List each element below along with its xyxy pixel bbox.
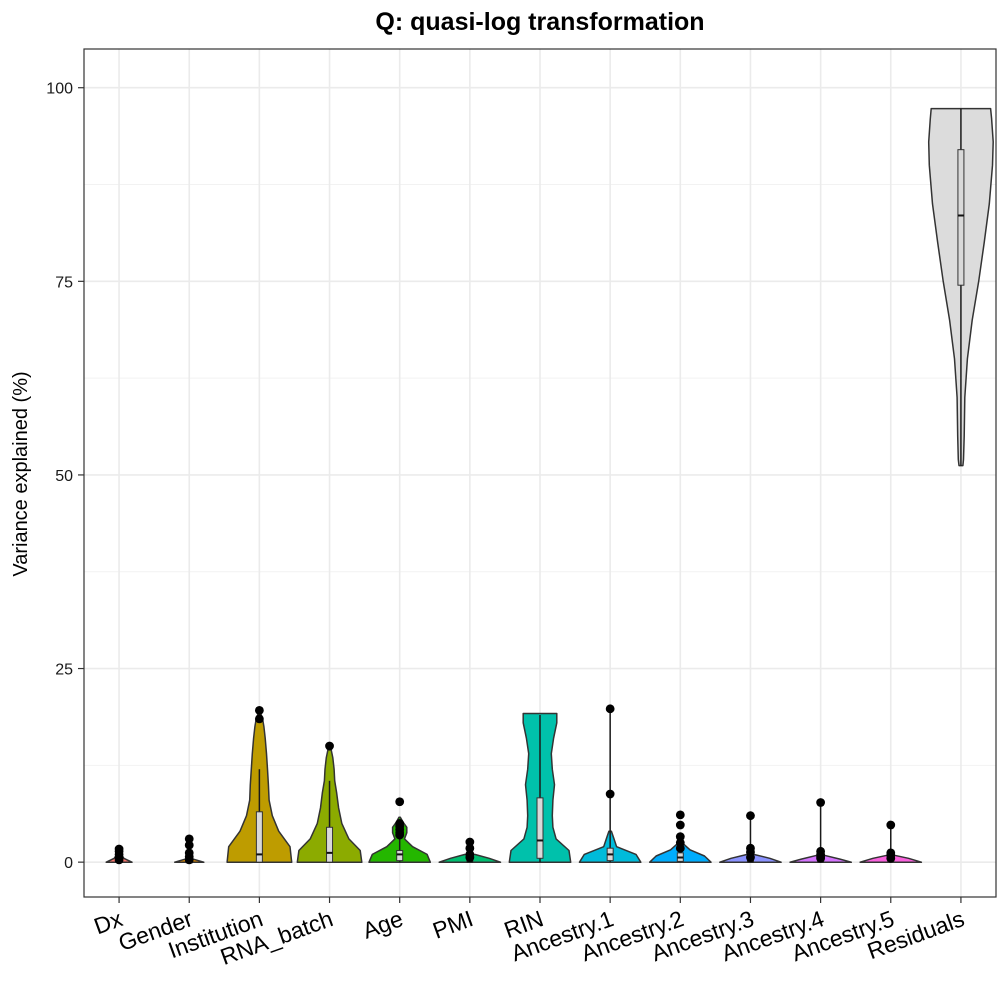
violin-group-dx	[105, 844, 133, 865]
outlier-point	[675, 832, 685, 841]
outlier-point	[816, 853, 826, 863]
violin-group-age	[368, 797, 432, 863]
outlier-point	[746, 853, 755, 862]
outlier-point	[184, 840, 194, 850]
chart-title: Q: quasi-log transformation	[375, 8, 704, 36]
iqr-box	[957, 149, 965, 286]
outlier-point	[465, 843, 475, 853]
outlier-point	[325, 741, 334, 751]
outlier-point	[605, 789, 615, 799]
outlier-point	[675, 843, 685, 853]
x-tick-label: PMI	[429, 905, 476, 943]
outlier-point	[886, 853, 896, 863]
violin-group-rna-batch	[296, 741, 363, 863]
violins	[105, 107, 994, 865]
violin-group-rin	[508, 712, 572, 863]
y-tick-label: 0	[64, 855, 73, 872]
violin-group-ancestry-5	[859, 820, 923, 863]
iqr-box	[326, 826, 334, 863]
outlier-point	[746, 811, 755, 821]
violin-group-ancestry-4	[789, 798, 853, 863]
y-axis: 0 25 50 75 100	[46, 81, 84, 872]
iqr-box	[536, 797, 544, 859]
violin-group-gender	[173, 834, 205, 865]
x-tick-label: Age	[359, 905, 406, 943]
y-axis-label: Variance explained (%)	[10, 371, 32, 576]
outlier-point	[605, 704, 615, 714]
outlier-point	[675, 810, 685, 820]
violin-group-institution	[226, 705, 293, 863]
outlier-point	[816, 798, 826, 807]
outlier-point	[114, 855, 124, 865]
violin-group-pmi	[438, 837, 502, 863]
y-tick-label: 50	[55, 468, 73, 485]
outlier-point	[395, 830, 405, 840]
outlier-point	[184, 834, 194, 844]
outlier-point	[886, 820, 896, 830]
y-tick-label: 25	[55, 662, 73, 679]
outlier-point	[184, 855, 194, 865]
outlier-point	[465, 853, 475, 862]
iqr-box	[255, 811, 263, 863]
outlier-point	[254, 705, 264, 715]
iqr-box	[396, 850, 404, 862]
violin-group-residuals	[927, 107, 994, 467]
outlier-point	[465, 837, 475, 847]
outlier-point	[395, 797, 405, 807]
outlier-point	[675, 820, 685, 830]
violin-group-ancestry-1	[578, 704, 642, 863]
violin-group-ancestry-2	[648, 810, 712, 863]
y-tick-label: 100	[46, 81, 73, 98]
violin-group-ancestry-3	[719, 811, 782, 863]
outlier-point	[254, 714, 264, 724]
y-tick-label: 75	[55, 274, 73, 291]
